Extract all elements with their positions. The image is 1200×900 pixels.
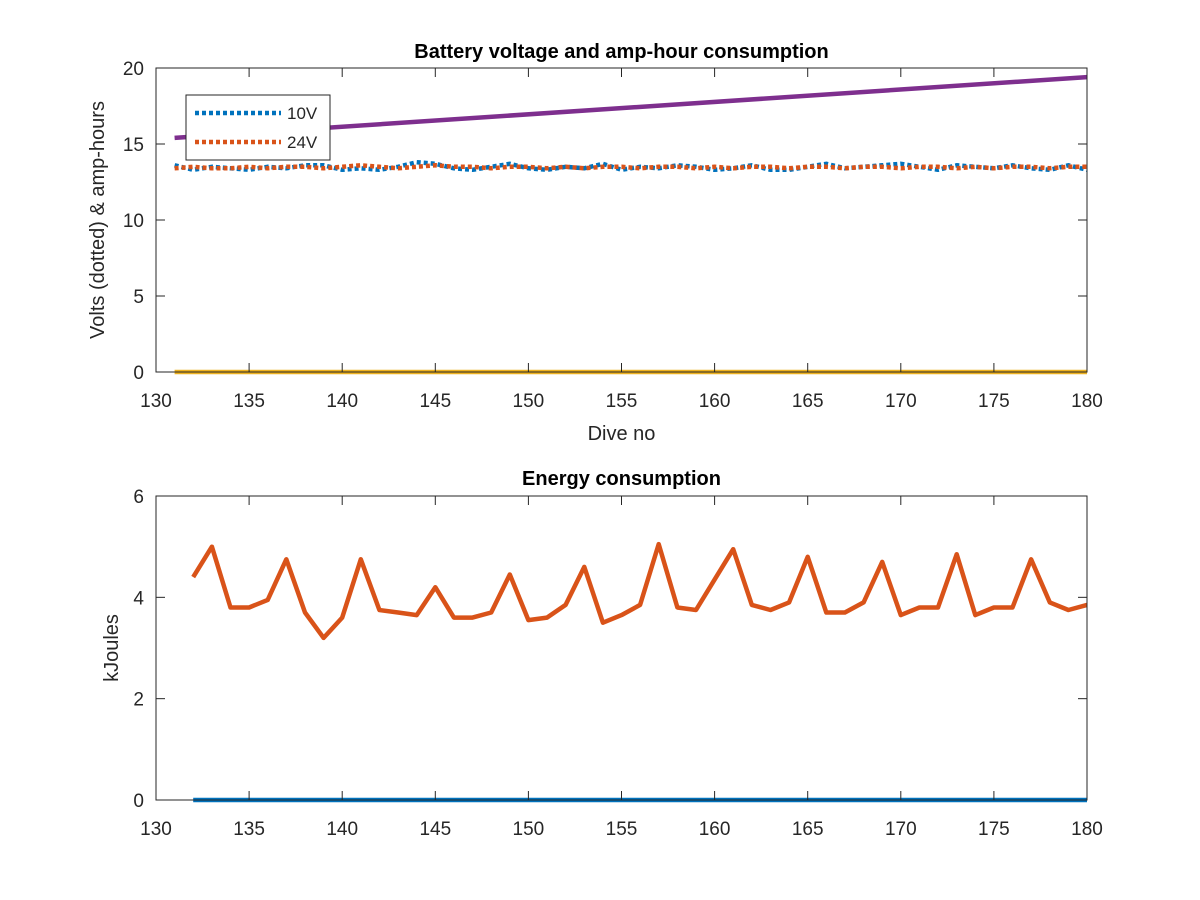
x-tick-label: 130 (140, 819, 172, 840)
x-tick-label: 150 (513, 819, 545, 840)
y-axis-label: kJoules (101, 614, 123, 682)
x-tick-label: 145 (419, 819, 451, 840)
x-tick-label: 175 (978, 391, 1010, 412)
chart-title: Battery voltage and amp-hour consumption (414, 41, 828, 63)
x-tick-label: 165 (792, 391, 824, 412)
legend-label-24v: 24V (287, 133, 318, 152)
y-tick-label: 0 (133, 791, 144, 812)
x-tick-label: 170 (885, 391, 917, 412)
x-tick-label: 175 (978, 819, 1010, 840)
x-tick-label: 155 (606, 391, 638, 412)
x-tick-label: 140 (326, 391, 358, 412)
y-tick-label: 15 (123, 135, 144, 156)
x-tick-label: 165 (792, 819, 824, 840)
x-tick-label: 160 (699, 819, 731, 840)
legend: 10V 24V (185, 94, 331, 161)
y-tick-label: 5 (133, 287, 144, 308)
x-tick-label: 135 (233, 819, 265, 840)
x-tick-label: 150 (513, 391, 545, 412)
y-axis-label: Volts (dotted) & amp-hours (87, 101, 109, 339)
x-tick-label: 140 (326, 819, 358, 840)
x-tick-label: 135 (233, 391, 265, 412)
axes-box (155, 495, 1088, 801)
bottom-chart: 130 135 140 145 150 155 160 165 170 175 180 0 2 4 6 Ene… (101, 468, 1103, 840)
y-tick-label: 6 (133, 487, 144, 508)
x-tick-label: 170 (885, 819, 917, 840)
top-chart: 130 135 140 145 150 155 160 165 170 175 180 0 5 10 15 2… (87, 41, 1103, 445)
x-tick-label: 180 (1071, 391, 1103, 412)
series-line-2 (191, 541, 1088, 641)
y-tick-label: 4 (133, 588, 144, 609)
x-tick-label: 180 (1071, 819, 1103, 840)
legend-box (185, 94, 331, 161)
y-tick-label: 20 (123, 59, 144, 80)
series-line-24v (174, 163, 1087, 171)
x-tick-label: 130 (140, 391, 172, 412)
x-tick-label: 155 (606, 819, 638, 840)
x-tick-label: 160 (699, 391, 731, 412)
y-tick-label: 0 (133, 363, 144, 384)
y-tick-label: 10 (123, 211, 144, 232)
x-tick-label: 145 (419, 391, 451, 412)
x-axis-label: Dive no (588, 423, 656, 445)
chart-title: Energy consumption (522, 468, 721, 490)
legend-label-10v: 10V (287, 104, 318, 123)
y-tick-label: 2 (133, 690, 144, 711)
